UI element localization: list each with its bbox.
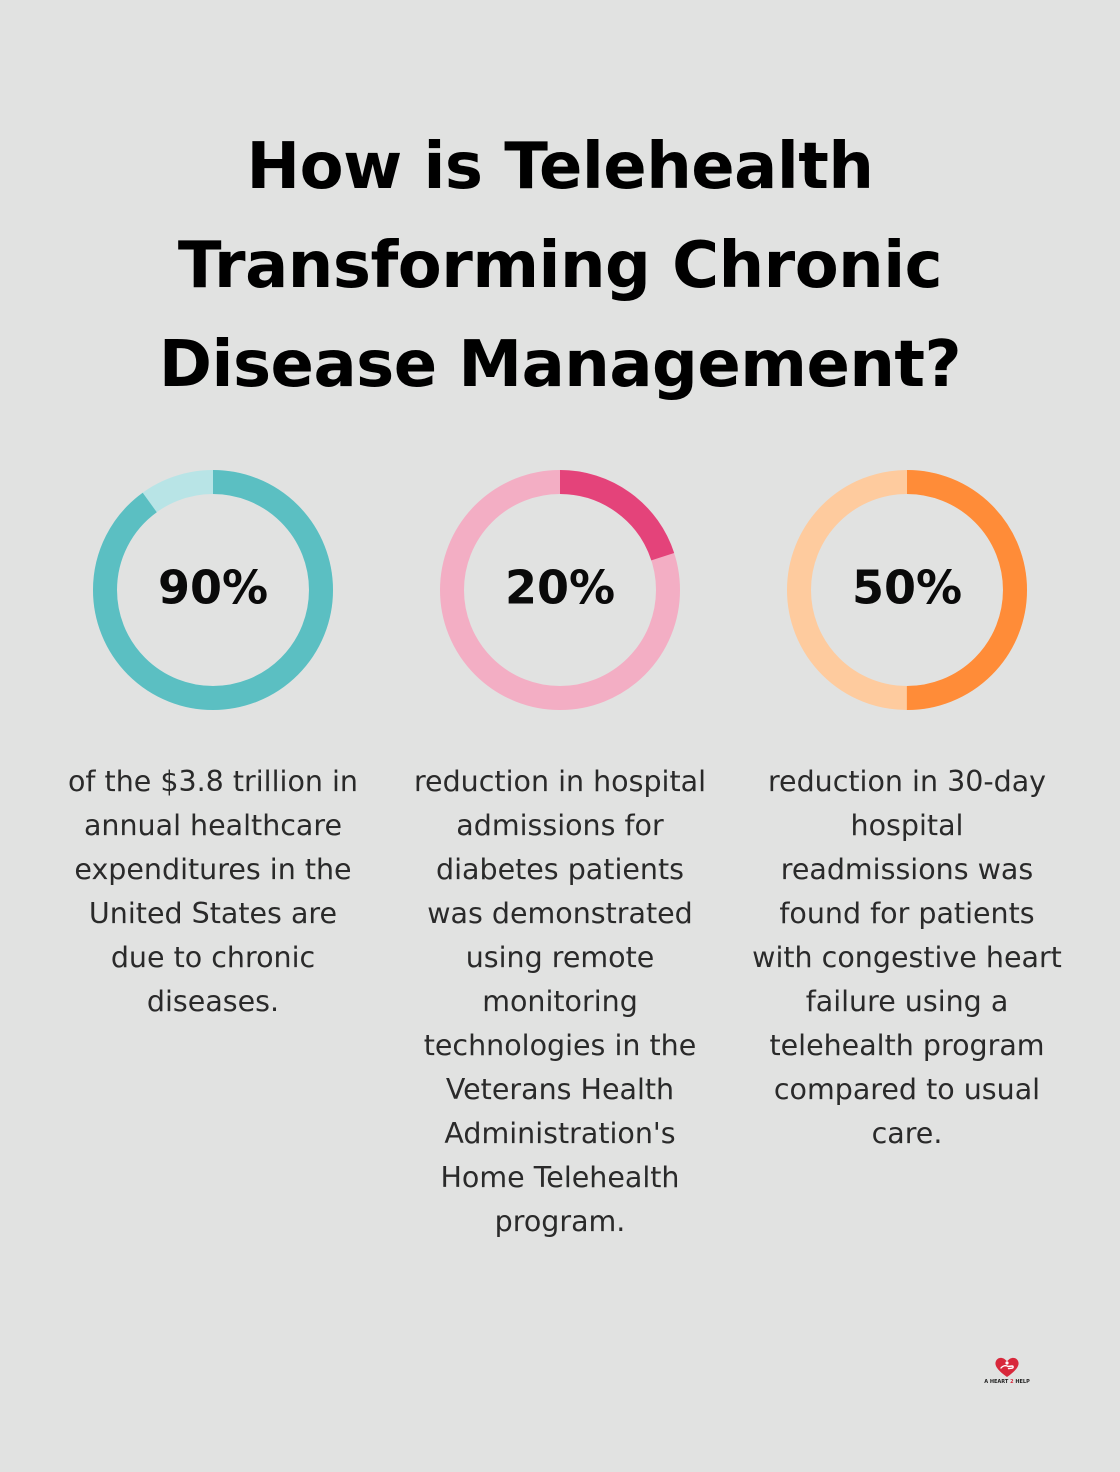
description-line: Administration's [444, 1117, 676, 1150]
heart-hand-icon [995, 1357, 1019, 1377]
description-line: failure using a [805, 985, 1009, 1018]
brand-logo-text: A HEART 2 HELP [984, 1379, 1030, 1385]
description-line: Veterans Health [445, 1073, 675, 1106]
infographic-title: How is Telehealth Transforming Chronic D… [60, 118, 1060, 415]
brand-logo: A HEART 2 HELP [980, 1354, 1034, 1388]
description-line: readmissions was [780, 853, 1034, 886]
description-line: diabetes patients [436, 853, 684, 886]
title-line-3: Disease Management? [158, 328, 962, 402]
donut-value-arc [93, 470, 333, 710]
description-line: diseases. [146, 985, 280, 1018]
description-line: care. [871, 1117, 943, 1150]
description-line: monitoring [482, 985, 638, 1018]
description-line: annual healthcare [83, 809, 343, 842]
donut-value-arc [787, 470, 1027, 710]
description-line: reduction in 30-day [767, 765, 1047, 798]
description-line: with congestive heart [752, 941, 1062, 974]
stat-description: reduction in 30-day hospital readmission… [747, 760, 1067, 1156]
description-line: technologies in the [423, 1029, 697, 1062]
description-line: due to chronic [110, 941, 316, 974]
donut-chart-90: 90% [93, 470, 333, 710]
description-line: program. [494, 1205, 626, 1238]
description-line: reduction in hospital [413, 765, 707, 798]
description-line: found for patients [779, 897, 1035, 930]
title-line-2: Transforming Chronic [177, 229, 943, 303]
description-line: using remote [465, 941, 655, 974]
stat-heart-failure-readmissions: 50% reduction in 30-day hospital readmis… [747, 460, 1067, 1156]
description-line: hospital [850, 809, 964, 842]
description-line: was demonstrated [427, 897, 693, 930]
stat-description: reduction in hospital admissions for dia… [400, 760, 720, 1244]
description-line: United States are [88, 897, 338, 930]
donut-percentage-label: 20% [505, 561, 615, 615]
description-line: expenditures in the [74, 853, 352, 886]
description-line: telehealth program [769, 1029, 1045, 1062]
donut-chart-50: 50% [787, 470, 1027, 710]
description-line: of the $3.8 trillion in [68, 765, 358, 798]
donut-value-arc [440, 470, 680, 710]
stat-chronic-disease-spending: 90% of the $3.8 trillion in annual healt… [53, 460, 373, 1024]
donut-percentage-label: 90% [158, 561, 268, 615]
donut-chart-20: 20% [440, 470, 680, 710]
description-line: Home Telehealth [440, 1161, 680, 1194]
description-line: admissions for [456, 809, 664, 842]
description-line: compared to usual [773, 1073, 1041, 1106]
title-line-1: How is Telehealth [246, 130, 874, 204]
stat-description: of the $3.8 trillion in annual healthcar… [53, 760, 373, 1024]
stat-diabetes-admissions: 20% reduction in hospital admissions for… [400, 460, 720, 1244]
donut-percentage-label: 50% [852, 561, 962, 615]
